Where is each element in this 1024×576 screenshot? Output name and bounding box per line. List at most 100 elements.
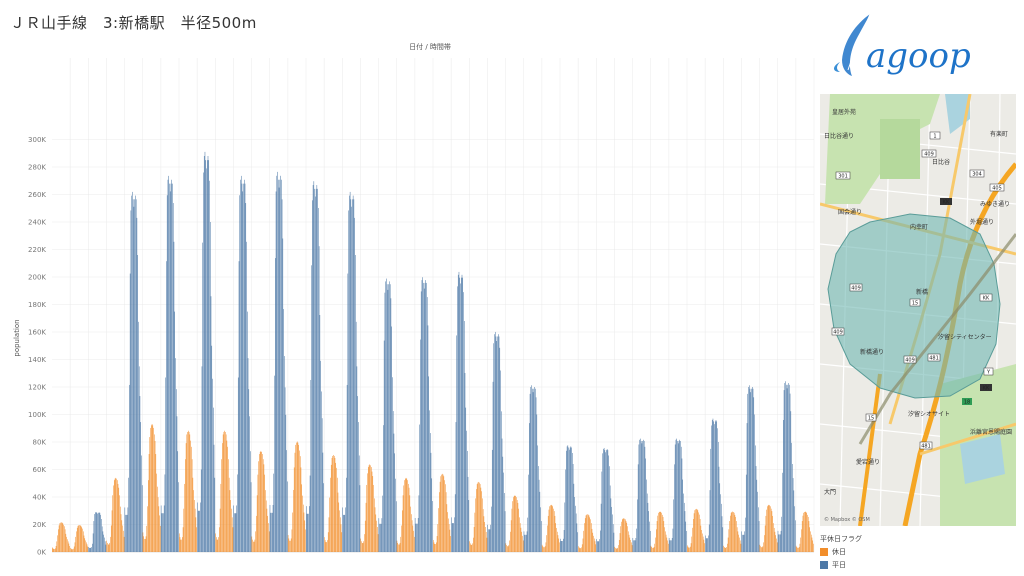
bar-holiday[interactable] bbox=[62, 523, 64, 552]
bar-holiday[interactable] bbox=[622, 518, 624, 552]
bar-weekday[interactable] bbox=[758, 521, 760, 552]
bar-holiday[interactable] bbox=[189, 434, 191, 552]
bar-weekday[interactable] bbox=[311, 265, 312, 552]
bar-holiday[interactable] bbox=[398, 544, 399, 552]
bar-holiday[interactable] bbox=[658, 512, 659, 552]
bar-weekday[interactable] bbox=[169, 191, 171, 552]
bar-weekday[interactable] bbox=[597, 541, 599, 552]
bar-holiday[interactable] bbox=[188, 430, 189, 552]
bar-weekday[interactable] bbox=[541, 521, 542, 552]
bar-weekday[interactable] bbox=[281, 179, 282, 552]
bar-weekday[interactable] bbox=[718, 466, 720, 552]
bar-weekday[interactable] bbox=[277, 171, 278, 552]
bar-weekday[interactable] bbox=[200, 469, 202, 553]
bar-holiday[interactable] bbox=[690, 543, 692, 552]
bar-weekday[interactable] bbox=[526, 531, 528, 553]
bar-holiday[interactable] bbox=[252, 539, 253, 553]
bar-holiday[interactable] bbox=[293, 467, 295, 552]
bar-holiday[interactable] bbox=[158, 506, 160, 552]
bar-holiday[interactable] bbox=[594, 538, 595, 552]
bar-holiday[interactable] bbox=[804, 511, 805, 552]
bar-weekday[interactable] bbox=[533, 388, 535, 552]
bar-holiday[interactable] bbox=[72, 549, 73, 552]
bar-weekday[interactable] bbox=[758, 507, 759, 552]
bar-holiday[interactable] bbox=[64, 526, 65, 552]
bar-weekday[interactable] bbox=[430, 452, 432, 552]
bar-weekday[interactable] bbox=[319, 315, 321, 552]
bar-holiday[interactable] bbox=[481, 491, 482, 552]
bar-weekday[interactable] bbox=[389, 281, 390, 552]
bar-weekday[interactable] bbox=[197, 510, 199, 552]
bar-holiday[interactable] bbox=[652, 547, 654, 553]
bar-weekday[interactable] bbox=[721, 503, 722, 553]
bar-holiday[interactable] bbox=[79, 525, 81, 552]
bar-holiday[interactable] bbox=[232, 527, 234, 552]
bar-holiday[interactable] bbox=[109, 542, 110, 552]
bar-holiday[interactable] bbox=[366, 484, 368, 552]
bar-holiday[interactable] bbox=[767, 505, 769, 552]
bar-weekday[interactable] bbox=[431, 478, 433, 552]
bar-holiday[interactable] bbox=[364, 520, 366, 552]
bar-holiday[interactable] bbox=[725, 547, 727, 553]
bar-holiday[interactable] bbox=[79, 525, 80, 552]
bar-holiday[interactable] bbox=[324, 540, 326, 552]
bar-weekday[interactable] bbox=[641, 443, 643, 552]
bar-weekday[interactable] bbox=[613, 532, 615, 552]
bar-holiday[interactable] bbox=[399, 542, 401, 552]
bar-weekday[interactable] bbox=[671, 537, 673, 552]
bar-holiday[interactable] bbox=[544, 546, 546, 552]
bar-holiday[interactable] bbox=[556, 531, 558, 552]
bar-holiday[interactable] bbox=[436, 542, 437, 552]
bar-weekday[interactable] bbox=[600, 530, 601, 552]
bar-holiday[interactable] bbox=[182, 527, 184, 552]
bar-weekday[interactable] bbox=[209, 180, 210, 552]
bar-weekday[interactable] bbox=[529, 393, 531, 553]
bar-weekday[interactable] bbox=[538, 479, 540, 552]
bar-weekday[interactable] bbox=[504, 493, 505, 552]
bar-holiday[interactable] bbox=[555, 523, 556, 553]
bar-holiday[interactable] bbox=[56, 541, 58, 552]
bar-weekday[interactable] bbox=[677, 440, 678, 552]
bar-holiday[interactable] bbox=[552, 506, 553, 552]
bar-holiday[interactable] bbox=[331, 457, 333, 552]
bar-weekday[interactable] bbox=[632, 537, 634, 552]
bar-holiday[interactable] bbox=[361, 543, 363, 552]
bar-holiday[interactable] bbox=[698, 512, 699, 552]
bar-weekday[interactable] bbox=[126, 514, 128, 553]
bar-holiday[interactable] bbox=[769, 505, 770, 552]
bar-holiday[interactable] bbox=[440, 476, 442, 552]
bar-holiday[interactable] bbox=[547, 525, 548, 552]
legend-item-holiday[interactable]: 休日 bbox=[820, 547, 862, 557]
bar-weekday[interactable] bbox=[281, 199, 283, 552]
bar-weekday[interactable] bbox=[789, 393, 791, 552]
bar-holiday[interactable] bbox=[183, 508, 185, 552]
bar-holiday[interactable] bbox=[486, 537, 488, 552]
bar-holiday[interactable] bbox=[587, 514, 589, 552]
bar-weekday[interactable] bbox=[502, 456, 504, 552]
bar-weekday[interactable] bbox=[680, 446, 682, 552]
bar-weekday[interactable] bbox=[779, 534, 780, 552]
bar-weekday[interactable] bbox=[353, 199, 355, 552]
bar-holiday[interactable] bbox=[588, 515, 590, 552]
bar-weekday[interactable] bbox=[313, 181, 315, 552]
bar-holiday[interactable] bbox=[337, 492, 339, 552]
bar-weekday[interactable] bbox=[125, 514, 126, 553]
bar-weekday[interactable] bbox=[128, 477, 129, 552]
bar-holiday[interactable] bbox=[265, 500, 267, 552]
bar-holiday[interactable] bbox=[653, 547, 655, 552]
bar-holiday[interactable] bbox=[115, 477, 117, 552]
bar-holiday[interactable] bbox=[55, 545, 57, 552]
bar-weekday[interactable] bbox=[649, 530, 651, 552]
bar-weekday[interactable] bbox=[171, 179, 172, 552]
bar-holiday[interactable] bbox=[513, 495, 515, 552]
bar-holiday[interactable] bbox=[402, 510, 403, 552]
bar-weekday[interactable] bbox=[744, 531, 745, 553]
bar-weekday[interactable] bbox=[608, 455, 609, 552]
bar-holiday[interactable] bbox=[628, 534, 630, 552]
bar-weekday[interactable] bbox=[752, 388, 754, 552]
bar-weekday[interactable] bbox=[129, 273, 131, 552]
bar-weekday[interactable] bbox=[349, 191, 351, 552]
bar-weekday[interactable] bbox=[637, 499, 638, 552]
bar-weekday[interactable] bbox=[779, 534, 781, 552]
bar-holiday[interactable] bbox=[336, 477, 338, 552]
